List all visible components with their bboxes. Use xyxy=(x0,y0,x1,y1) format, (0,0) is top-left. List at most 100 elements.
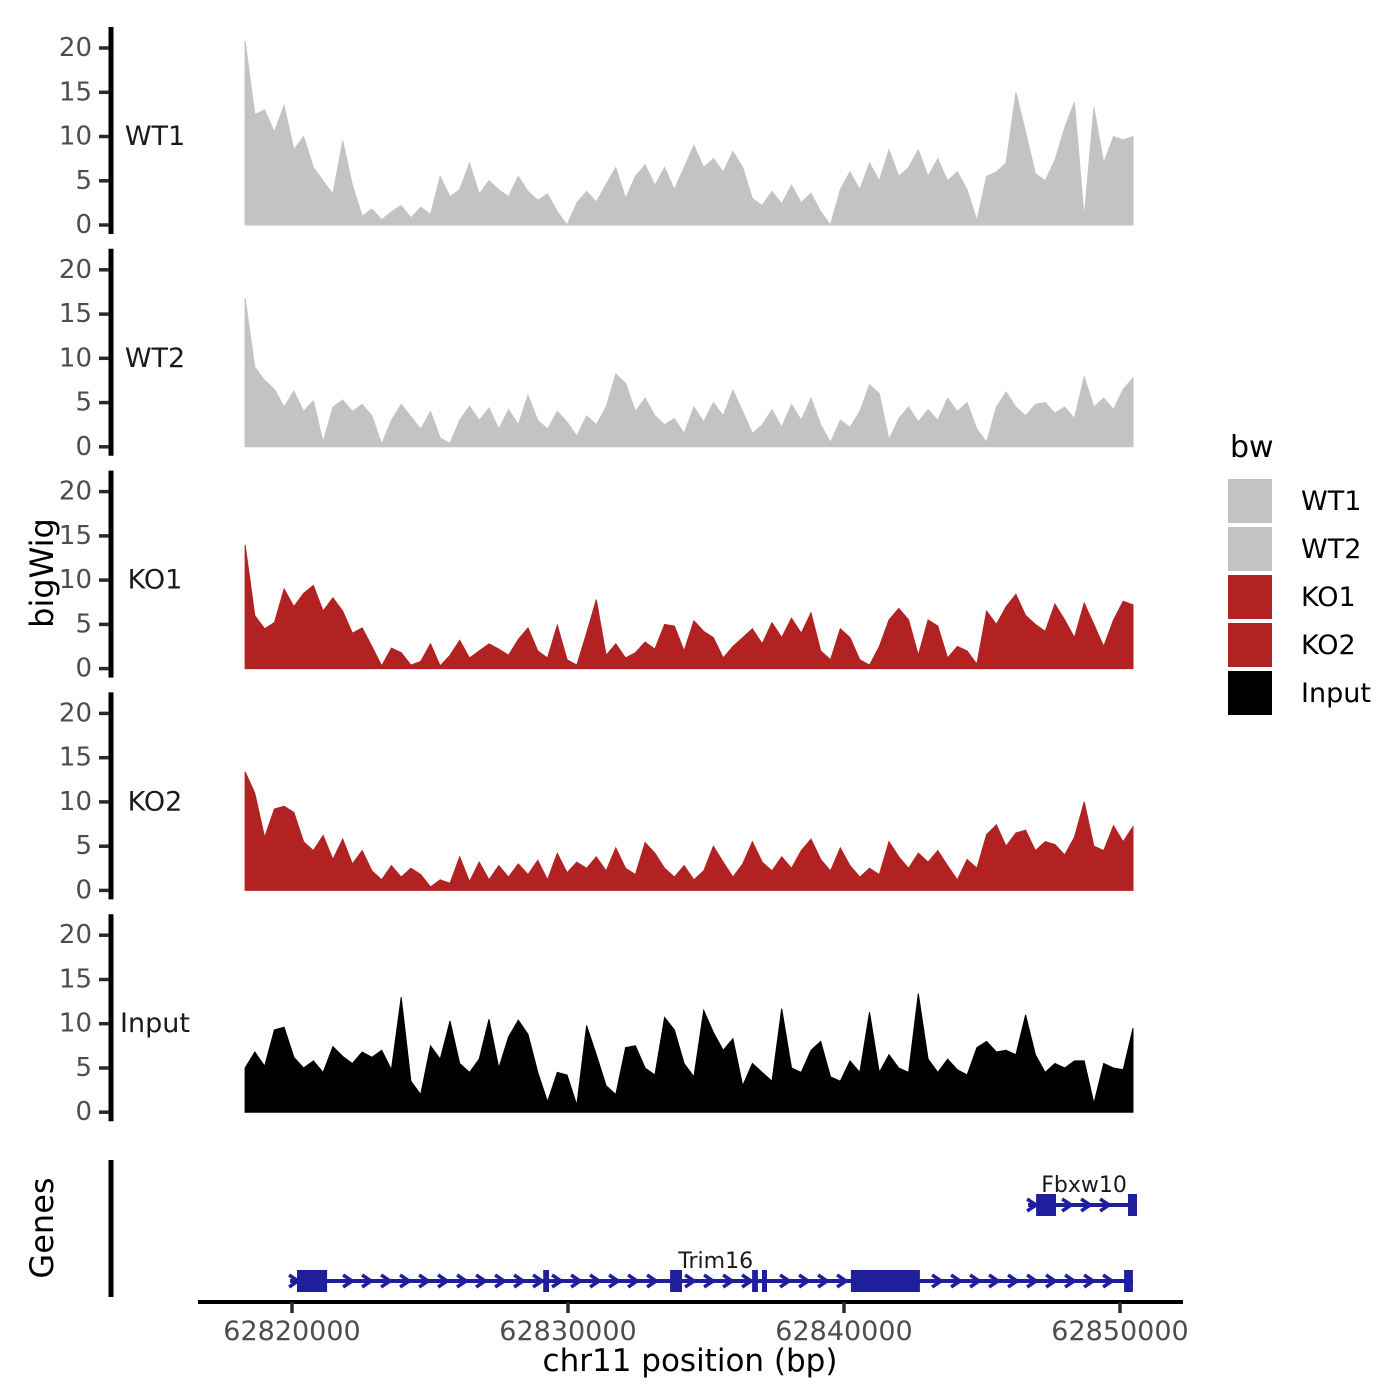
strand-arrow xyxy=(779,1273,793,1289)
y-tick-label: 0 xyxy=(75,654,92,684)
y-tick-label: 10 xyxy=(59,565,92,595)
y-tick-label: 0 xyxy=(75,432,92,462)
track-label-WT2: WT2 xyxy=(125,343,185,374)
exon-Fbxw10-1 xyxy=(1128,1194,1137,1216)
legend-entry-wt1: WT1 xyxy=(1228,479,1371,523)
legend-entry-ko2: KO2 xyxy=(1228,623,1371,667)
strand-arrow xyxy=(684,1273,698,1289)
track-label-WT1: WT1 xyxy=(125,121,185,152)
x-tick-label: 62840000 xyxy=(775,1316,912,1347)
bigwig-axis-title: bigWig xyxy=(23,518,61,628)
y-tick-label: 15 xyxy=(59,965,92,995)
strand-arrow xyxy=(703,1273,717,1289)
track-label-Input: Input xyxy=(120,1008,190,1039)
strand-arrow xyxy=(798,1273,812,1289)
y-tick-label: 5 xyxy=(75,831,92,861)
strand-arrow xyxy=(361,1273,375,1289)
strand-arrow xyxy=(1099,1197,1113,1213)
legend-entry-input: Input xyxy=(1228,671,1371,715)
exon-Trim16-3 xyxy=(752,1270,758,1292)
legend-entry-label: KO2 xyxy=(1301,629,1356,661)
strand-arrow xyxy=(969,1273,983,1289)
strand-arrow xyxy=(399,1273,413,1289)
strand-arrow xyxy=(380,1273,394,1289)
x-tick-label: 62820000 xyxy=(223,1316,360,1347)
strand-arrow xyxy=(817,1273,831,1289)
y-tick-label: 20 xyxy=(59,698,92,728)
y-tick-label: 5 xyxy=(75,1053,92,1083)
strand-arrow xyxy=(456,1273,470,1289)
exon-Trim16-0 xyxy=(297,1270,328,1292)
strand-arrow xyxy=(475,1273,489,1289)
x-tick-label: 62830000 xyxy=(499,1316,636,1347)
strand-arrow xyxy=(1045,1273,1059,1289)
strand-arrow xyxy=(608,1273,622,1289)
legend-swatch xyxy=(1228,527,1272,571)
strand-arrow xyxy=(1007,1273,1021,1289)
legend-entry-label: WT2 xyxy=(1301,533,1362,565)
coverage-area-WT1 xyxy=(244,40,1134,227)
strand-arrow xyxy=(741,1273,755,1289)
genes-axis-title: Genes xyxy=(23,1177,61,1279)
strand-arrow xyxy=(627,1273,641,1289)
y-tick-label: 10 xyxy=(59,343,92,373)
coverage-area-WT2 xyxy=(244,298,1134,448)
y-tick-label: 5 xyxy=(75,388,92,418)
y-tick-label: 0 xyxy=(75,1097,92,1127)
y-tick-label: 15 xyxy=(59,743,92,773)
track-label-KO1: KO1 xyxy=(128,565,183,596)
y-tick-label: 15 xyxy=(59,299,92,329)
legend-entry-wt2: WT2 xyxy=(1228,527,1371,571)
coverage-area-KO1 xyxy=(244,544,1134,670)
y-tick-label: 0 xyxy=(75,210,92,240)
exon-Trim16-2 xyxy=(670,1270,682,1292)
strand-arrow xyxy=(1102,1273,1116,1289)
y-tick-label: 10 xyxy=(59,1009,92,1039)
legend-entry-label: KO1 xyxy=(1301,581,1356,613)
x-tick-label: 62850000 xyxy=(1051,1316,1188,1347)
y-tick-label: 5 xyxy=(75,166,92,196)
legend-swatch xyxy=(1228,575,1272,619)
y-tick-label: 15 xyxy=(59,77,92,107)
strand-arrow xyxy=(1061,1197,1075,1213)
strand-arrow xyxy=(950,1273,964,1289)
legend-entries: WT1 WT2 KO1 KO2 Input xyxy=(1228,479,1371,715)
gene-label-Trim16: Trim16 xyxy=(677,1249,753,1274)
legend-swatch xyxy=(1228,671,1272,715)
y-tick-label: 5 xyxy=(75,609,92,639)
strand-arrow xyxy=(1064,1273,1078,1289)
exon-Trim16-5 xyxy=(850,1270,920,1292)
strand-arrow xyxy=(342,1273,356,1289)
strand-arrow xyxy=(418,1273,432,1289)
coverage-area-Input xyxy=(244,993,1134,1113)
legend-swatch xyxy=(1228,479,1272,523)
strand-arrow xyxy=(513,1273,527,1289)
strand-arrow xyxy=(570,1273,584,1289)
coverage-area-KO2 xyxy=(244,771,1134,891)
y-tick-label: 20 xyxy=(59,920,92,950)
strand-arrow xyxy=(1080,1197,1094,1213)
legend-entry-label: Input xyxy=(1301,677,1371,709)
exon-Fbxw10-0 xyxy=(1036,1194,1056,1216)
strand-arrow xyxy=(589,1273,603,1289)
strand-arrow xyxy=(494,1273,508,1289)
strand-arrow xyxy=(437,1273,451,1289)
gene-label-Fbxw10: Fbxw10 xyxy=(1041,1173,1127,1198)
y-tick-label: 10 xyxy=(59,787,92,817)
strand-arrow xyxy=(1026,1273,1040,1289)
track-label-KO2: KO2 xyxy=(128,786,183,817)
y-tick-label: 20 xyxy=(59,33,92,63)
legend-entry-label: WT1 xyxy=(1301,485,1362,517)
strand-arrow xyxy=(532,1273,546,1289)
legend-title: bw xyxy=(1230,430,1274,465)
legend: bw WT1 WT2 KO1 KO2 Input xyxy=(1228,430,1371,719)
strand-arrow xyxy=(836,1273,850,1289)
y-tick-label: 10 xyxy=(59,122,92,152)
strand-arrow xyxy=(722,1273,736,1289)
exon-Trim16-6 xyxy=(1124,1270,1133,1292)
x-axis-title: chr11 position (bp) xyxy=(542,1343,838,1379)
exon-Trim16-4 xyxy=(762,1270,767,1292)
legend-swatch xyxy=(1228,623,1272,667)
